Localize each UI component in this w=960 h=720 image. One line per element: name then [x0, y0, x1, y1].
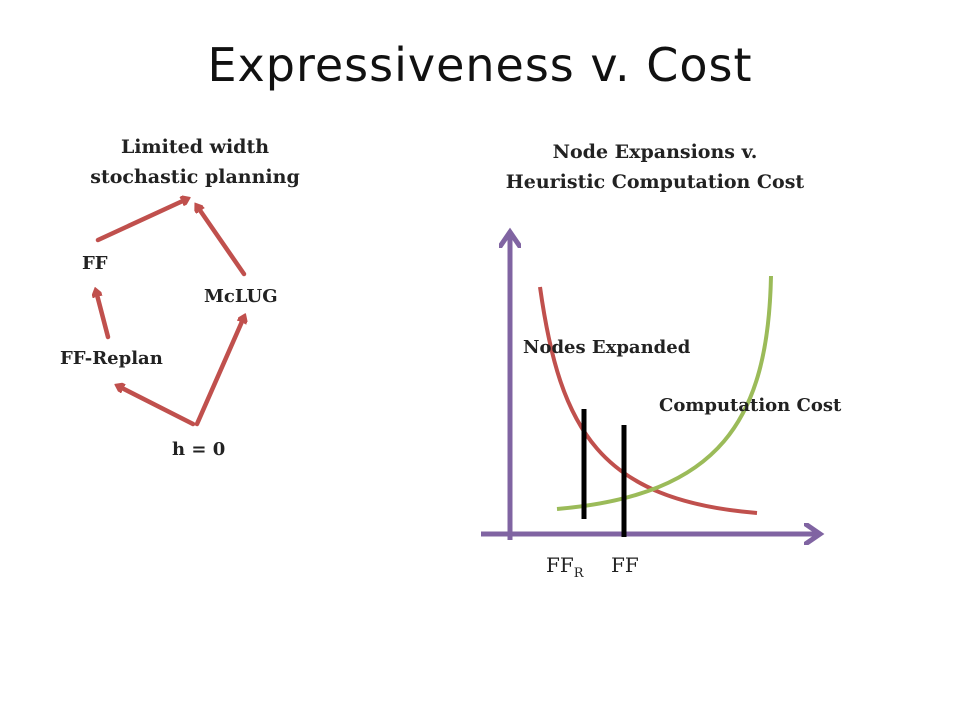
left-heading-line-1: Limited width: [120, 136, 270, 158]
edge-ff-to-top: [95, 199, 187, 243]
ffr-marker-base: FF: [546, 553, 574, 577]
nodes-expanded-label: Nodes Expanded: [523, 337, 691, 358]
node-h0: h = 0: [172, 439, 226, 460]
ff-marker-label: FF: [611, 553, 639, 577]
left-diagram-heading: Limited width stochastic planning: [60, 132, 330, 192]
node-ff-replan: FF-Replan: [60, 348, 163, 369]
ffr-marker-label: FFR: [546, 553, 584, 581]
left-heading-line-2: stochastic planning: [90, 166, 300, 188]
node-ff: FF: [82, 253, 108, 274]
slide-title: Expressiveness v. Cost: [207, 38, 753, 92]
ffr-marker-subscript: R: [573, 566, 584, 581]
node-mclug: McLUG: [204, 286, 278, 307]
edge-h0-to-mclug: [194, 317, 244, 427]
nodes-expanded-curve: [538, 286, 758, 515]
right-heading-line-1: Node Expansions v.: [552, 141, 758, 163]
right-diagram-heading: Node Expansions v. Heuristic Computation…: [470, 137, 840, 197]
edge-h0-to-ffreplan: [118, 386, 196, 427]
computation-cost-label: Computation Cost: [659, 395, 842, 416]
right-heading-line-2: Heuristic Computation Cost: [505, 171, 805, 193]
edge-ffreplan-to-ff: [96, 291, 111, 340]
edge-mclug-to-top: [197, 206, 247, 277]
computation-cost-curve: [556, 275, 773, 511]
